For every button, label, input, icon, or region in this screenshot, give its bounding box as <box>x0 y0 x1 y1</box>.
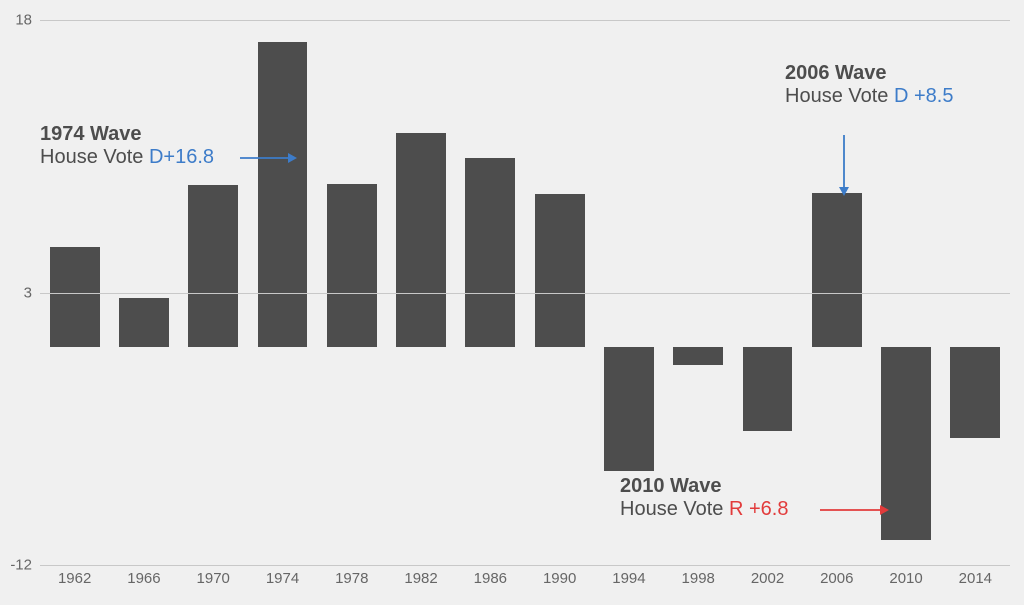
x-tick-label: 2014 <box>959 570 992 587</box>
y-tick-label: -12 <box>10 557 32 574</box>
x-tick-label: 1966 <box>127 570 160 587</box>
y-tick-label: 3 <box>24 284 32 301</box>
x-tick-label: 1970 <box>197 570 230 587</box>
x-tick-label: 1978 <box>335 570 368 587</box>
x-tick-label: 2006 <box>820 570 853 587</box>
x-tick-label: 1962 <box>58 570 91 587</box>
x-tick-label: 1994 <box>612 570 645 587</box>
y-tick-label: 18 <box>15 12 32 29</box>
x-tick-label: 2002 <box>751 570 784 587</box>
x-tick-label: 1990 <box>543 570 576 587</box>
arrow-icon <box>40 20 1010 565</box>
x-tick-label: 1974 <box>266 570 299 587</box>
x-tick-label: 1998 <box>682 570 715 587</box>
x-tick-label: 2010 <box>889 570 922 587</box>
x-axis: 1962 1966 1970 1974 1978 1982 1986 1990 1994 1998… <box>40 570 1010 600</box>
gridline <box>40 565 1010 566</box>
x-tick-label: 1986 <box>474 570 507 587</box>
x-tick-label: 1982 <box>404 570 437 587</box>
